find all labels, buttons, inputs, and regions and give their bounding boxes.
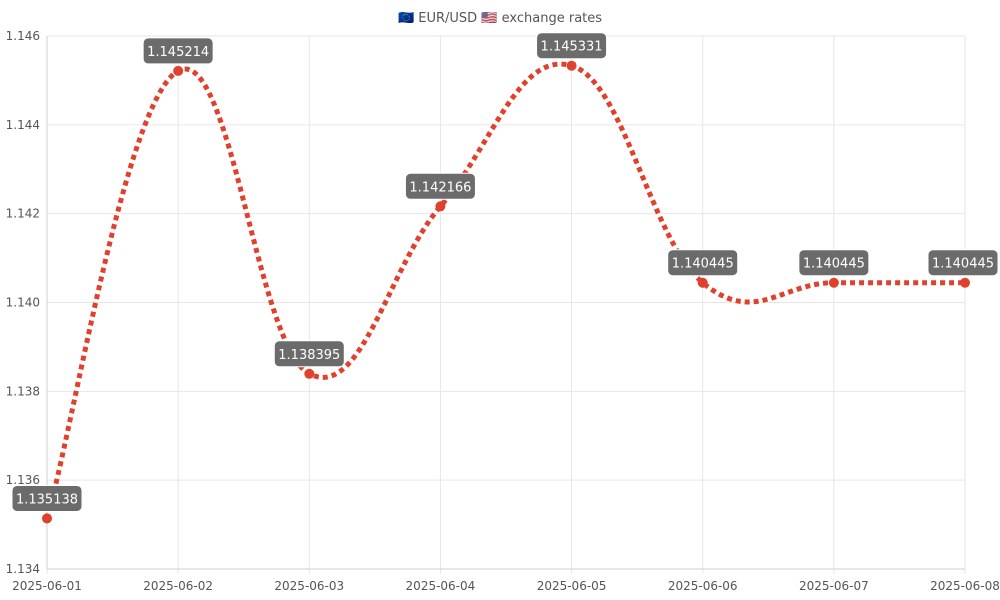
x-tick-label: 2025-06-06 xyxy=(668,579,738,593)
data-label-box xyxy=(142,37,214,65)
axis-layer: 1.134 1.136 1.138 1.140 1.142 1.144 1.146 2025-… xyxy=(6,29,1000,593)
grid-layer xyxy=(46,35,966,574)
data-label: 1.145214 xyxy=(142,37,214,65)
data-label-box xyxy=(404,172,476,200)
x-tick-label: 2025-06-04 xyxy=(406,579,476,593)
data-label: 1.135138 xyxy=(11,484,83,512)
data-label-text: 1.145331 xyxy=(541,40,603,55)
points-layer xyxy=(42,60,970,524)
data-label-box xyxy=(536,32,608,60)
data-point[interactable] xyxy=(566,60,577,71)
y-tick-label: 1.138 xyxy=(6,384,40,398)
data-label-text: 1.135138 xyxy=(16,492,78,507)
y-tick-label: 1.144 xyxy=(6,118,40,132)
x-tick-label: 2025-06-07 xyxy=(799,579,869,593)
data-label: 1.142166 xyxy=(404,172,476,200)
data-label-box xyxy=(273,340,345,368)
data-point[interactable] xyxy=(173,65,184,76)
data-label: 1.145331 xyxy=(536,32,608,60)
data-label-box xyxy=(11,484,83,512)
data-point[interactable] xyxy=(697,277,708,288)
x-tick-label: 2025-06-05 xyxy=(537,579,607,593)
data-label-text: 1.140445 xyxy=(672,257,734,272)
data-label-text: 1.140445 xyxy=(803,257,865,272)
data-label-text: 1.140445 xyxy=(932,257,994,272)
chart-title: 🇪🇺 EUR/USD 🇺🇸 exchange rates xyxy=(398,11,602,26)
data-label-box xyxy=(798,249,870,277)
data-label: 1.140445 xyxy=(798,249,870,277)
y-tick-label: 1.142 xyxy=(6,207,40,221)
x-tick-label: 2025-06-02 xyxy=(143,579,213,593)
series-line xyxy=(44,61,965,520)
y-tick-label: 1.140 xyxy=(6,296,40,310)
data-point[interactable] xyxy=(828,277,839,288)
data-labels-layer: 1.135138 1.145214 1.138395 1.142166 1.145331… xyxy=(11,32,999,512)
series-layer xyxy=(44,61,965,520)
x-tick-label: 2025-06-01 xyxy=(12,579,82,593)
data-label: 1.138395 xyxy=(273,340,345,368)
data-label: 1.140445 xyxy=(667,249,739,277)
data-point[interactable] xyxy=(435,201,446,212)
x-tick-label: 2025-06-08 xyxy=(930,579,1000,593)
data-label-text: 1.142166 xyxy=(409,180,471,195)
data-point[interactable] xyxy=(42,513,52,524)
data-label-box xyxy=(667,249,739,277)
data-label-text: 1.145214 xyxy=(147,45,209,60)
data-point[interactable] xyxy=(304,368,315,379)
data-label: 1.140445 xyxy=(927,249,999,277)
y-tick-label: 1.136 xyxy=(6,473,40,487)
data-point[interactable] xyxy=(960,277,970,288)
x-tick-label: 2025-06-03 xyxy=(274,579,344,593)
data-label-text: 1.138395 xyxy=(278,348,340,363)
y-tick-label: 1.146 xyxy=(6,29,40,43)
data-label-box xyxy=(927,249,999,277)
y-tick-label: 1.134 xyxy=(6,562,40,576)
